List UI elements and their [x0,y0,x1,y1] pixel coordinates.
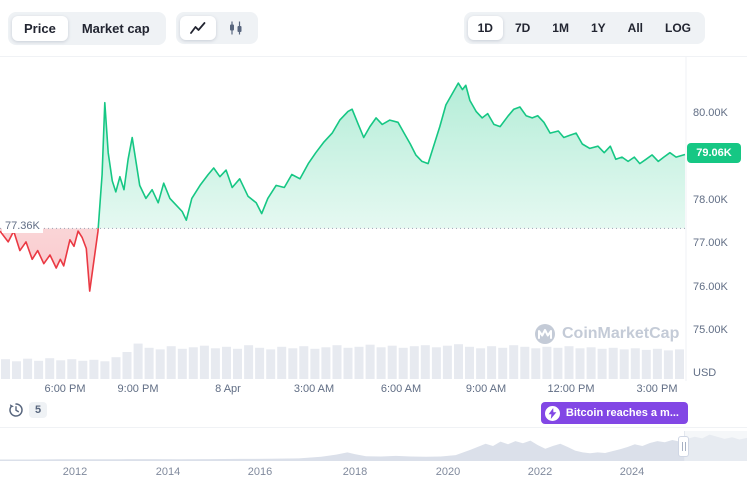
range-group: 1D 7D 1M 1Y All LOG [463,12,705,44]
metric-toggle: Price Market cap [8,11,166,45]
y-axis-label: 77.00K [693,237,728,249]
coinmarketcap-watermark: CoinMarketCap [534,323,679,345]
news-annotation-pill[interactable]: Bitcoin reaches a m... [540,402,688,424]
unit-label: USD [693,367,717,379]
x-axis-label: 9:00 PM [117,383,159,395]
range-1d[interactable]: 1D [467,16,503,40]
timeline-drag-handle[interactable] [678,436,689,457]
timeline-minimap[interactable] [0,431,747,461]
watermark-text: CoinMarketCap [562,325,680,342]
timeline-selection-overlay [684,431,747,461]
timeline-year-label: 2014 [155,466,181,478]
chart-footer-row: 5 Bitcoin reaches a m... [0,399,747,427]
history-count-badge: 5 [29,402,48,418]
timeline-year-label: 2022 [527,466,553,478]
range-log[interactable]: LOG [655,16,701,40]
current-price-badge: 79.06K [687,143,741,163]
timeline-years: 2012 2014 2016 2018 2020 2022 2024 [0,466,747,482]
coinmarketcap-logo-icon [535,324,555,344]
y-axis-label: 80.00K [693,107,728,119]
timeline-year-label: 2012 [62,466,88,478]
annotation-text: Bitcoin reaches a m... [565,407,679,419]
timeline-year-label: 2024 [619,466,645,478]
main-chart-area: USD 80.00K 78.00K 77.00K 76.00K 75.00K 79.06… [0,56,747,381]
y-axis-label: 75.00K [693,324,728,336]
x-axis-label: 3:00 PM [636,383,678,395]
y-axis: USD 80.00K 78.00K 77.00K 76.00K 75.00K [686,57,747,381]
y-axis-label: 76.00K [693,281,728,293]
y-axis-label: 78.00K [693,194,728,206]
range-all[interactable]: All [618,16,653,40]
timeline-year-label: 2016 [247,466,273,478]
history-clock-icon [9,403,23,417]
tab-market-cap[interactable]: Market cap [70,16,162,41]
price-chart[interactable] [0,57,747,381]
timeline-year-label: 2018 [342,466,368,478]
tab-price[interactable]: Price [12,15,68,41]
chart-type-toggle [175,12,258,44]
x-axis-label: 6:00 AM [380,383,422,395]
range-7d[interactable]: 7D [505,16,540,40]
line-chart-icon[interactable] [179,16,216,40]
range-1y[interactable]: 1Y [581,16,616,40]
timeline-year-label: 2020 [435,466,461,478]
timeline-scrubber: 2012 2014 2016 2018 2020 2022 2024 [0,427,747,490]
open-price-label: 77.36K [2,219,43,233]
x-axis-label: 3:00 AM [293,383,335,395]
candlestick-icon[interactable] [218,16,254,40]
x-axis-label: 6:00 PM [44,383,86,395]
x-axis: 6:00 PM 9:00 PM 8 Apr 3:00 AM 6:00 AM 9:00 AM… [0,381,747,399]
x-axis-label: 8 Apr [215,383,241,395]
range-1m[interactable]: 1M [542,16,579,40]
lightning-icon [544,405,560,421]
history-button[interactable]: 5 [8,402,48,418]
x-axis-label: 12:00 PM [547,383,595,395]
chart-toolbar: Price Market cap 1D 7D 1M 1Y All LOG [0,0,747,56]
x-axis-label: 9:00 AM [465,383,507,395]
